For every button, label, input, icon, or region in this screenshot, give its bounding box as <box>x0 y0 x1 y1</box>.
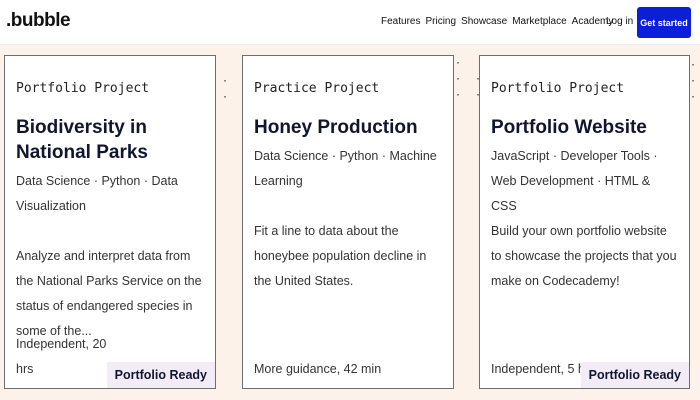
decorative-dots: · · · <box>690 60 700 103</box>
card-type-label: Practice Project <box>254 81 380 96</box>
decorative-dots: · · · · <box>222 76 253 103</box>
nav-showcase[interactable]: Showcase <box>461 16 508 27</box>
card-type-label: Portfolio Project <box>491 81 625 96</box>
card-footer: Independent, 20 hrs <box>16 337 107 376</box>
card-title: Honey Production <box>254 117 418 138</box>
project-card[interactable]: Portfolio Project Portfolio Website Java… <box>479 55 690 389</box>
card-tags: Data Science · Python · Data Visualizati… <box>16 174 178 213</box>
nav-pricing[interactable]: Pricing <box>425 16 457 27</box>
decorative-dots: · · · · · <box>455 58 486 101</box>
card-tags: JavaScript · Developer Tools · Web Devel… <box>491 149 658 213</box>
nav-links: Features Pricing Showcase Marketplace Ac… <box>381 16 613 27</box>
card-title: Biodiversity in National Parks <box>16 117 148 163</box>
project-card[interactable]: Practice Project Honey Production Data S… <box>242 55 454 389</box>
card-type-label: Portfolio Project <box>16 81 150 96</box>
top-navbar: .bubble Features Pricing Showcase Market… <box>0 0 700 45</box>
project-card[interactable]: Portfolio Project Biodiversity in Nation… <box>4 55 216 389</box>
login-link[interactable]: Log in <box>606 16 634 27</box>
portfolio-ready-badge: Portfolio Ready <box>580 362 689 388</box>
get-started-button[interactable]: Get started <box>637 7 691 38</box>
nav-features[interactable]: Features <box>381 16 421 27</box>
portfolio-ready-badge: Portfolio Ready <box>106 362 215 388</box>
nav-marketplace[interactable]: Marketplace <box>512 16 567 27</box>
nav-academy[interactable]: Academy <box>571 16 614 27</box>
card-title: Portfolio Website <box>491 117 647 138</box>
card-description: Fit a line to data about the honeybee po… <box>254 224 427 288</box>
card-footer: More guidance, 42 min <box>254 362 382 376</box>
card-tags: Data Science · Python · Machine Learning <box>254 149 437 188</box>
bubble-logo[interactable]: .bubble <box>6 10 71 31</box>
card-description: Analyze and interpret data from the Nati… <box>16 249 202 338</box>
card-description: Build your own portfolio website to show… <box>491 224 677 288</box>
card-footer: Independent, 5 hrs <box>491 362 596 376</box>
